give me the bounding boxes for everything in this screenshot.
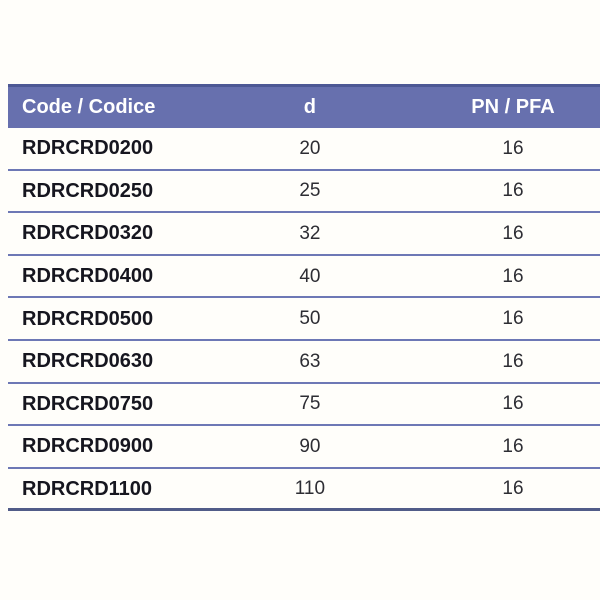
table-row: RDRCRD0200 20 16 bbox=[8, 128, 600, 171]
code-cell: RDRCRD0500 bbox=[22, 307, 154, 330]
pn-cell: 16 bbox=[502, 222, 524, 244]
d-cell: 75 bbox=[299, 393, 321, 415]
pn-cell: 16 bbox=[502, 265, 524, 287]
code-cell: RDRCRD0750 bbox=[22, 392, 154, 415]
code-cell: RDRCRD0630 bbox=[22, 350, 154, 373]
table-row: RDRCRD0900 90 16 bbox=[8, 426, 600, 469]
pn-cell: 16 bbox=[502, 308, 524, 330]
pn-cell: 16 bbox=[502, 393, 524, 415]
table-header-row: Code / Codice d PN / PFA bbox=[8, 84, 600, 128]
table-row: RDRCRD0630 63 16 bbox=[8, 341, 600, 384]
pn-cell: 16 bbox=[502, 478, 524, 500]
pn-cell: 16 bbox=[502, 435, 524, 457]
table-body: RDRCRD0200 20 16 RDRCRD0250 25 16 RDRCRD0320 32… bbox=[8, 128, 600, 512]
d-cell: 40 bbox=[299, 265, 321, 287]
table-row: RDRCRD1100 110 16 bbox=[8, 469, 600, 512]
d-cell: 20 bbox=[299, 137, 321, 159]
code-cell: RDRCRD0320 bbox=[22, 222, 154, 245]
table-row: RDRCRD0320 32 16 bbox=[8, 213, 600, 256]
column-header-code: Code / Codice bbox=[22, 96, 156, 118]
pn-cell: 16 bbox=[502, 350, 524, 372]
column-header-pn-pfa: PN / PFA bbox=[471, 96, 555, 118]
pn-cell: 16 bbox=[502, 137, 524, 159]
table-row: RDRCRD0250 25 16 bbox=[8, 171, 600, 214]
product-table: Code / Codice d PN / PFA RDRCRD0200 20 16 R… bbox=[8, 84, 600, 512]
d-cell: 63 bbox=[299, 350, 321, 372]
column-header-d: d bbox=[303, 96, 317, 118]
code-cell: RDRCRD0400 bbox=[22, 265, 154, 288]
code-cell: RDRCRD1100 bbox=[22, 477, 153, 500]
code-cell: RDRCRD0250 bbox=[22, 179, 154, 202]
code-cell: RDRCRD0900 bbox=[22, 435, 154, 458]
d-cell: 32 bbox=[299, 222, 321, 244]
code-cell: RDRCRD0200 bbox=[22, 137, 154, 160]
d-cell: 90 bbox=[299, 435, 321, 457]
d-cell: 25 bbox=[299, 180, 321, 202]
pn-cell: 16 bbox=[502, 180, 524, 202]
d-cell: 110 bbox=[294, 478, 326, 500]
table-row: RDRCRD0750 75 16 bbox=[8, 384, 600, 427]
table-row: RDRCRD0500 50 16 bbox=[8, 298, 600, 341]
d-cell: 50 bbox=[299, 308, 321, 330]
table-row: RDRCRD0400 40 16 bbox=[8, 256, 600, 299]
